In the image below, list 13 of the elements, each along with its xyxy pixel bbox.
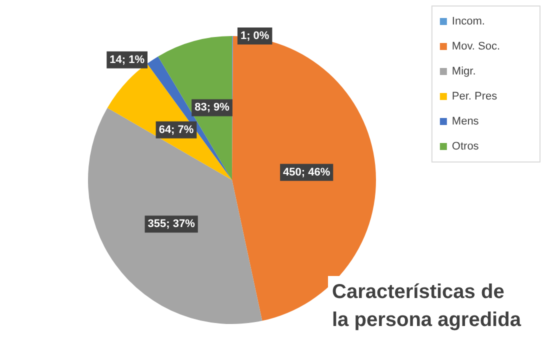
data-label: 64; 7% [158, 124, 194, 136]
data-label: 1; 0% [240, 30, 270, 42]
legend-label: Mens [452, 116, 480, 128]
data-label: 83; 9% [194, 102, 230, 114]
legend-label: Mov. Soc. [452, 40, 500, 52]
text: Características de la persona agredida [332, 281, 522, 331]
data-label: 450; 46% [283, 166, 330, 178]
legend-label: Incom. [452, 16, 485, 28]
legend-label: Otros [452, 140, 480, 152]
legend-label: Per. Pres [452, 90, 498, 102]
data-label: 355; 37% [148, 218, 196, 230]
legend-label: Migr. [452, 66, 476, 78]
data-label: 14; 1% [110, 54, 145, 66]
